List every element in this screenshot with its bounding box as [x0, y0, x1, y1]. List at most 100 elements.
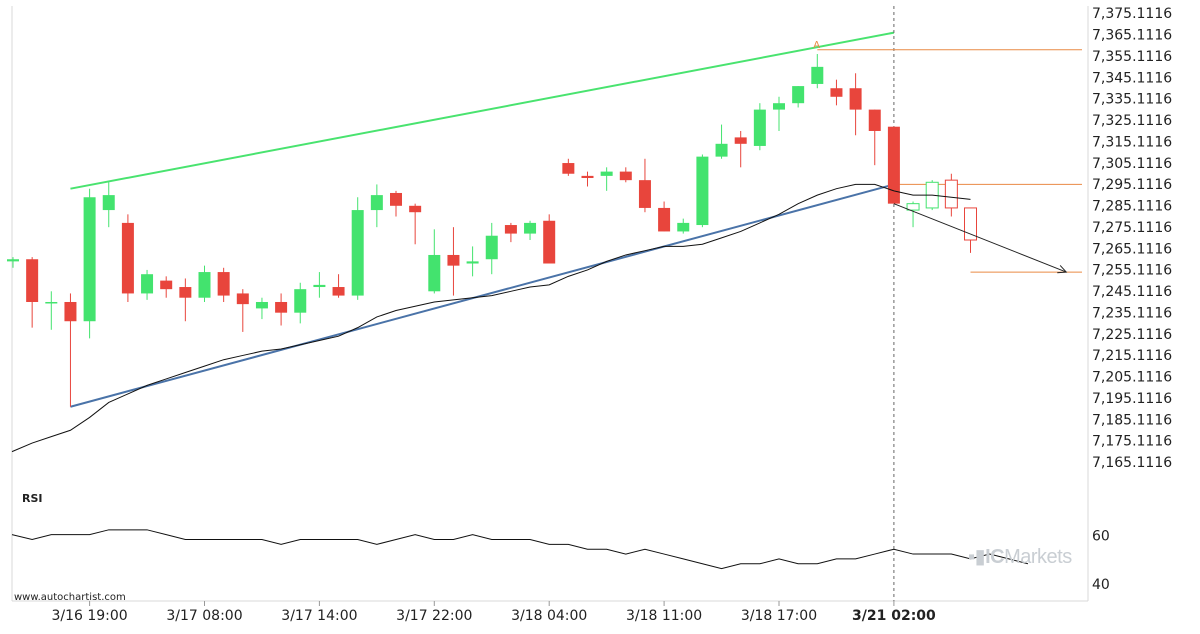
candle-down — [581, 175, 594, 179]
candle-up — [294, 289, 307, 313]
time-tick-label: 3/17 22:00 — [396, 608, 472, 624]
candle-up — [102, 195, 115, 211]
broker-watermark: ▪▮ICMarkets — [968, 544, 1072, 569]
price-tick-label: 7,255.1116 — [1092, 263, 1172, 279]
candle-down — [944, 179, 958, 209]
candle-down — [964, 207, 977, 241]
forecast — [893, 203, 1068, 274]
candle-down — [868, 109, 881, 131]
source-credit: www.autochartist.com — [14, 592, 126, 603]
candle-up — [45, 301, 58, 304]
candle-up — [906, 203, 920, 211]
watermark-suffix: Markets — [1004, 546, 1072, 568]
watermark-logo-icon: ▪▮ — [968, 546, 986, 568]
plot-background — [12, 6, 1088, 601]
watermark-prefix: IC — [985, 546, 1005, 568]
price-tick-label: 7,195.1116 — [1092, 391, 1172, 407]
candle-down — [409, 205, 422, 213]
price-tick-label: 7,205.1116 — [1092, 370, 1172, 386]
candle-up — [485, 235, 498, 260]
candle-down — [390, 192, 402, 206]
candle-down — [275, 301, 288, 313]
candle-up — [7, 259, 19, 262]
time-tick-label: 3/17 08:00 — [166, 608, 242, 624]
candle-up — [370, 195, 383, 211]
price-tick-label: 7,325.1116 — [1092, 113, 1172, 129]
moving-average — [11, 183, 971, 453]
candle-up — [351, 210, 364, 296]
moving-average-line — [11, 183, 971, 453]
candle-down — [179, 287, 192, 298]
rsi-tick-label: 60 — [1092, 529, 1110, 545]
candle-up — [313, 284, 326, 288]
candle-down — [562, 163, 575, 174]
price-tick-label: 7,185.1116 — [1092, 412, 1172, 428]
price-tick-label: 7,245.1116 — [1092, 284, 1172, 300]
candle-down — [658, 207, 671, 232]
price-tick-label: 7,355.1116 — [1092, 49, 1172, 65]
rsi-line — [11, 529, 1029, 570]
price-tick-label: 7,285.1116 — [1092, 199, 1172, 215]
pattern-marker: A — [813, 40, 820, 51]
price-tick-label: 7,235.1116 — [1092, 305, 1172, 321]
forecast-arrowhead — [1057, 265, 1068, 274]
price-tick-label: 7,295.1116 — [1092, 177, 1172, 193]
candle-down — [619, 171, 632, 181]
candle-up — [696, 156, 709, 226]
candle-down — [849, 88, 862, 110]
price-tick-label: 7,265.1116 — [1092, 241, 1172, 257]
resistance-line — [70, 31, 895, 190]
candle-up — [773, 103, 785, 110]
candles — [7, 54, 977, 407]
price-tick-label: 7,225.1116 — [1092, 327, 1172, 343]
candle-down — [332, 287, 345, 296]
candle-down — [734, 137, 747, 144]
price-tick-label: 7,345.1116 — [1092, 70, 1172, 86]
price-tick-label: 7,335.1116 — [1092, 92, 1172, 108]
candle-down — [830, 88, 843, 97]
candle-up — [811, 66, 824, 84]
price-tick-label: 7,375.1116 — [1092, 6, 1172, 22]
candle-up — [677, 222, 690, 232]
price-tick-label: 7,275.1116 — [1092, 220, 1172, 236]
rsi-label: RSI — [22, 492, 43, 505]
candle-down — [543, 220, 556, 264]
time-tick-label: 3/18 04:00 — [511, 608, 587, 624]
candle-up — [141, 274, 154, 294]
candle-down — [217, 272, 230, 296]
candle-up — [715, 143, 728, 157]
price-tick-label: 7,165.1116 — [1092, 455, 1172, 471]
price-tick-label: 7,215.1116 — [1092, 348, 1172, 364]
support-line — [70, 183, 895, 408]
price-axis: 7,375.1116 7,365.1116 7,355.1116 7,345.1116… — [1092, 6, 1172, 471]
time-tick-label: 3/16 19:00 — [51, 608, 127, 624]
time-axis: 3/16 19:00 3/17 08:00 3/17 14:00 3/17 22:00… — [51, 601, 936, 624]
time-tick-label: 3/21 02:00 — [852, 608, 936, 624]
price-tick-label: 7,365.1116 — [1092, 28, 1172, 44]
candle-up — [792, 86, 805, 104]
candle-up — [466, 261, 479, 264]
time-tick-label: 3/18 17:00 — [741, 608, 817, 624]
candle-down — [504, 225, 517, 234]
candle-up — [255, 301, 268, 309]
trendlines — [70, 6, 895, 601]
candle-up — [524, 222, 537, 234]
candle-down — [26, 259, 39, 302]
candle-up — [600, 171, 613, 176]
time-tick-label: 3/17 14:00 — [281, 608, 357, 624]
candle-down — [638, 180, 651, 208]
time-tick-label: 3/18 11:00 — [626, 608, 702, 624]
price-tick-label: 7,315.1116 — [1092, 134, 1172, 150]
candle-down — [236, 293, 249, 305]
price-tick-label: 7,305.1116 — [1092, 156, 1172, 172]
price-tick-label: 7,175.1116 — [1092, 434, 1172, 450]
candle-up — [198, 272, 211, 298]
candle-down — [64, 301, 77, 322]
candle-down — [887, 126, 900, 204]
candle-down — [160, 280, 173, 290]
candle-up — [428, 254, 441, 292]
forecast-line — [893, 203, 1067, 273]
candle-up — [753, 109, 766, 146]
